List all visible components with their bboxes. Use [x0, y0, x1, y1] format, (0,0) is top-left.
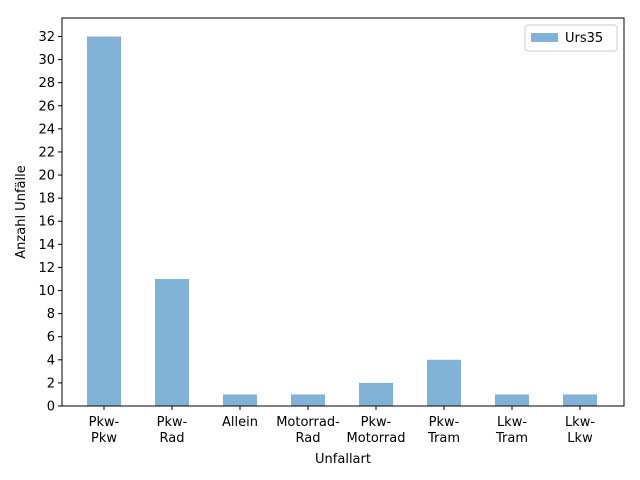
- y-tick-label-22: 22: [38, 145, 55, 160]
- y-tick-label-32: 32: [38, 30, 55, 45]
- bar-2: [223, 394, 257, 406]
- legend-frame: [524, 24, 618, 52]
- bar-5: [427, 359, 461, 406]
- x-tick-label-7: Lkw-Lkw: [565, 415, 595, 446]
- y-tick-label-28: 28: [38, 76, 55, 91]
- y-tick-label-18: 18: [38, 192, 55, 207]
- y-tick-label-14: 14: [38, 238, 55, 253]
- legend: Urs35: [524, 24, 618, 52]
- bar-4: [359, 382, 393, 406]
- y-axis-title: Anzahl Unfälle: [14, 165, 29, 258]
- y-tick-label-10: 10: [38, 284, 55, 299]
- y-tick-label-20: 20: [38, 169, 55, 184]
- plot-frame: [61, 17, 625, 407]
- y-tick-label-6: 6: [47, 330, 55, 345]
- bar-0: [87, 36, 121, 406]
- x-tick-label-6: Lkw-Tram: [495, 415, 528, 446]
- bar-7: [563, 394, 597, 406]
- x-axis: Pkw-Pkw Pkw-Rad Allein Motorrad-RadPkw-Moto…: [89, 406, 595, 446]
- bar-3: [291, 394, 325, 406]
- x-tick-label-0: Pkw-Pkw: [89, 415, 120, 446]
- y-tick-label-0: 0: [47, 400, 55, 415]
- y-tick-label-26: 26: [38, 99, 55, 114]
- x-tick-label-3: Motorrad-Rad: [276, 415, 340, 446]
- y-tick-label-8: 8: [47, 307, 55, 322]
- x-axis-title: Unfallart: [315, 452, 371, 467]
- y-tick-label-16: 16: [38, 215, 55, 230]
- y-tick-label-12: 12: [38, 261, 55, 276]
- legend-label: Urs35: [565, 31, 603, 46]
- bar-1: [155, 278, 189, 406]
- bars-group: [87, 36, 597, 406]
- x-tick-label-4: Pkw-Motorrad: [347, 415, 406, 446]
- y-tick-label-24: 24: [38, 122, 55, 137]
- y-tick-label-4: 4: [47, 353, 55, 368]
- x-tick-label-5: Pkw-Tram: [427, 415, 460, 446]
- x-tick-label-2: Allein: [222, 415, 258, 430]
- legend-swatch: [531, 33, 558, 42]
- y-tick-label-2: 2: [47, 376, 55, 391]
- y-tick-label-30: 30: [38, 53, 55, 68]
- x-tick-label-1: Pkw-Rad: [157, 415, 188, 446]
- bar-6: [495, 394, 529, 406]
